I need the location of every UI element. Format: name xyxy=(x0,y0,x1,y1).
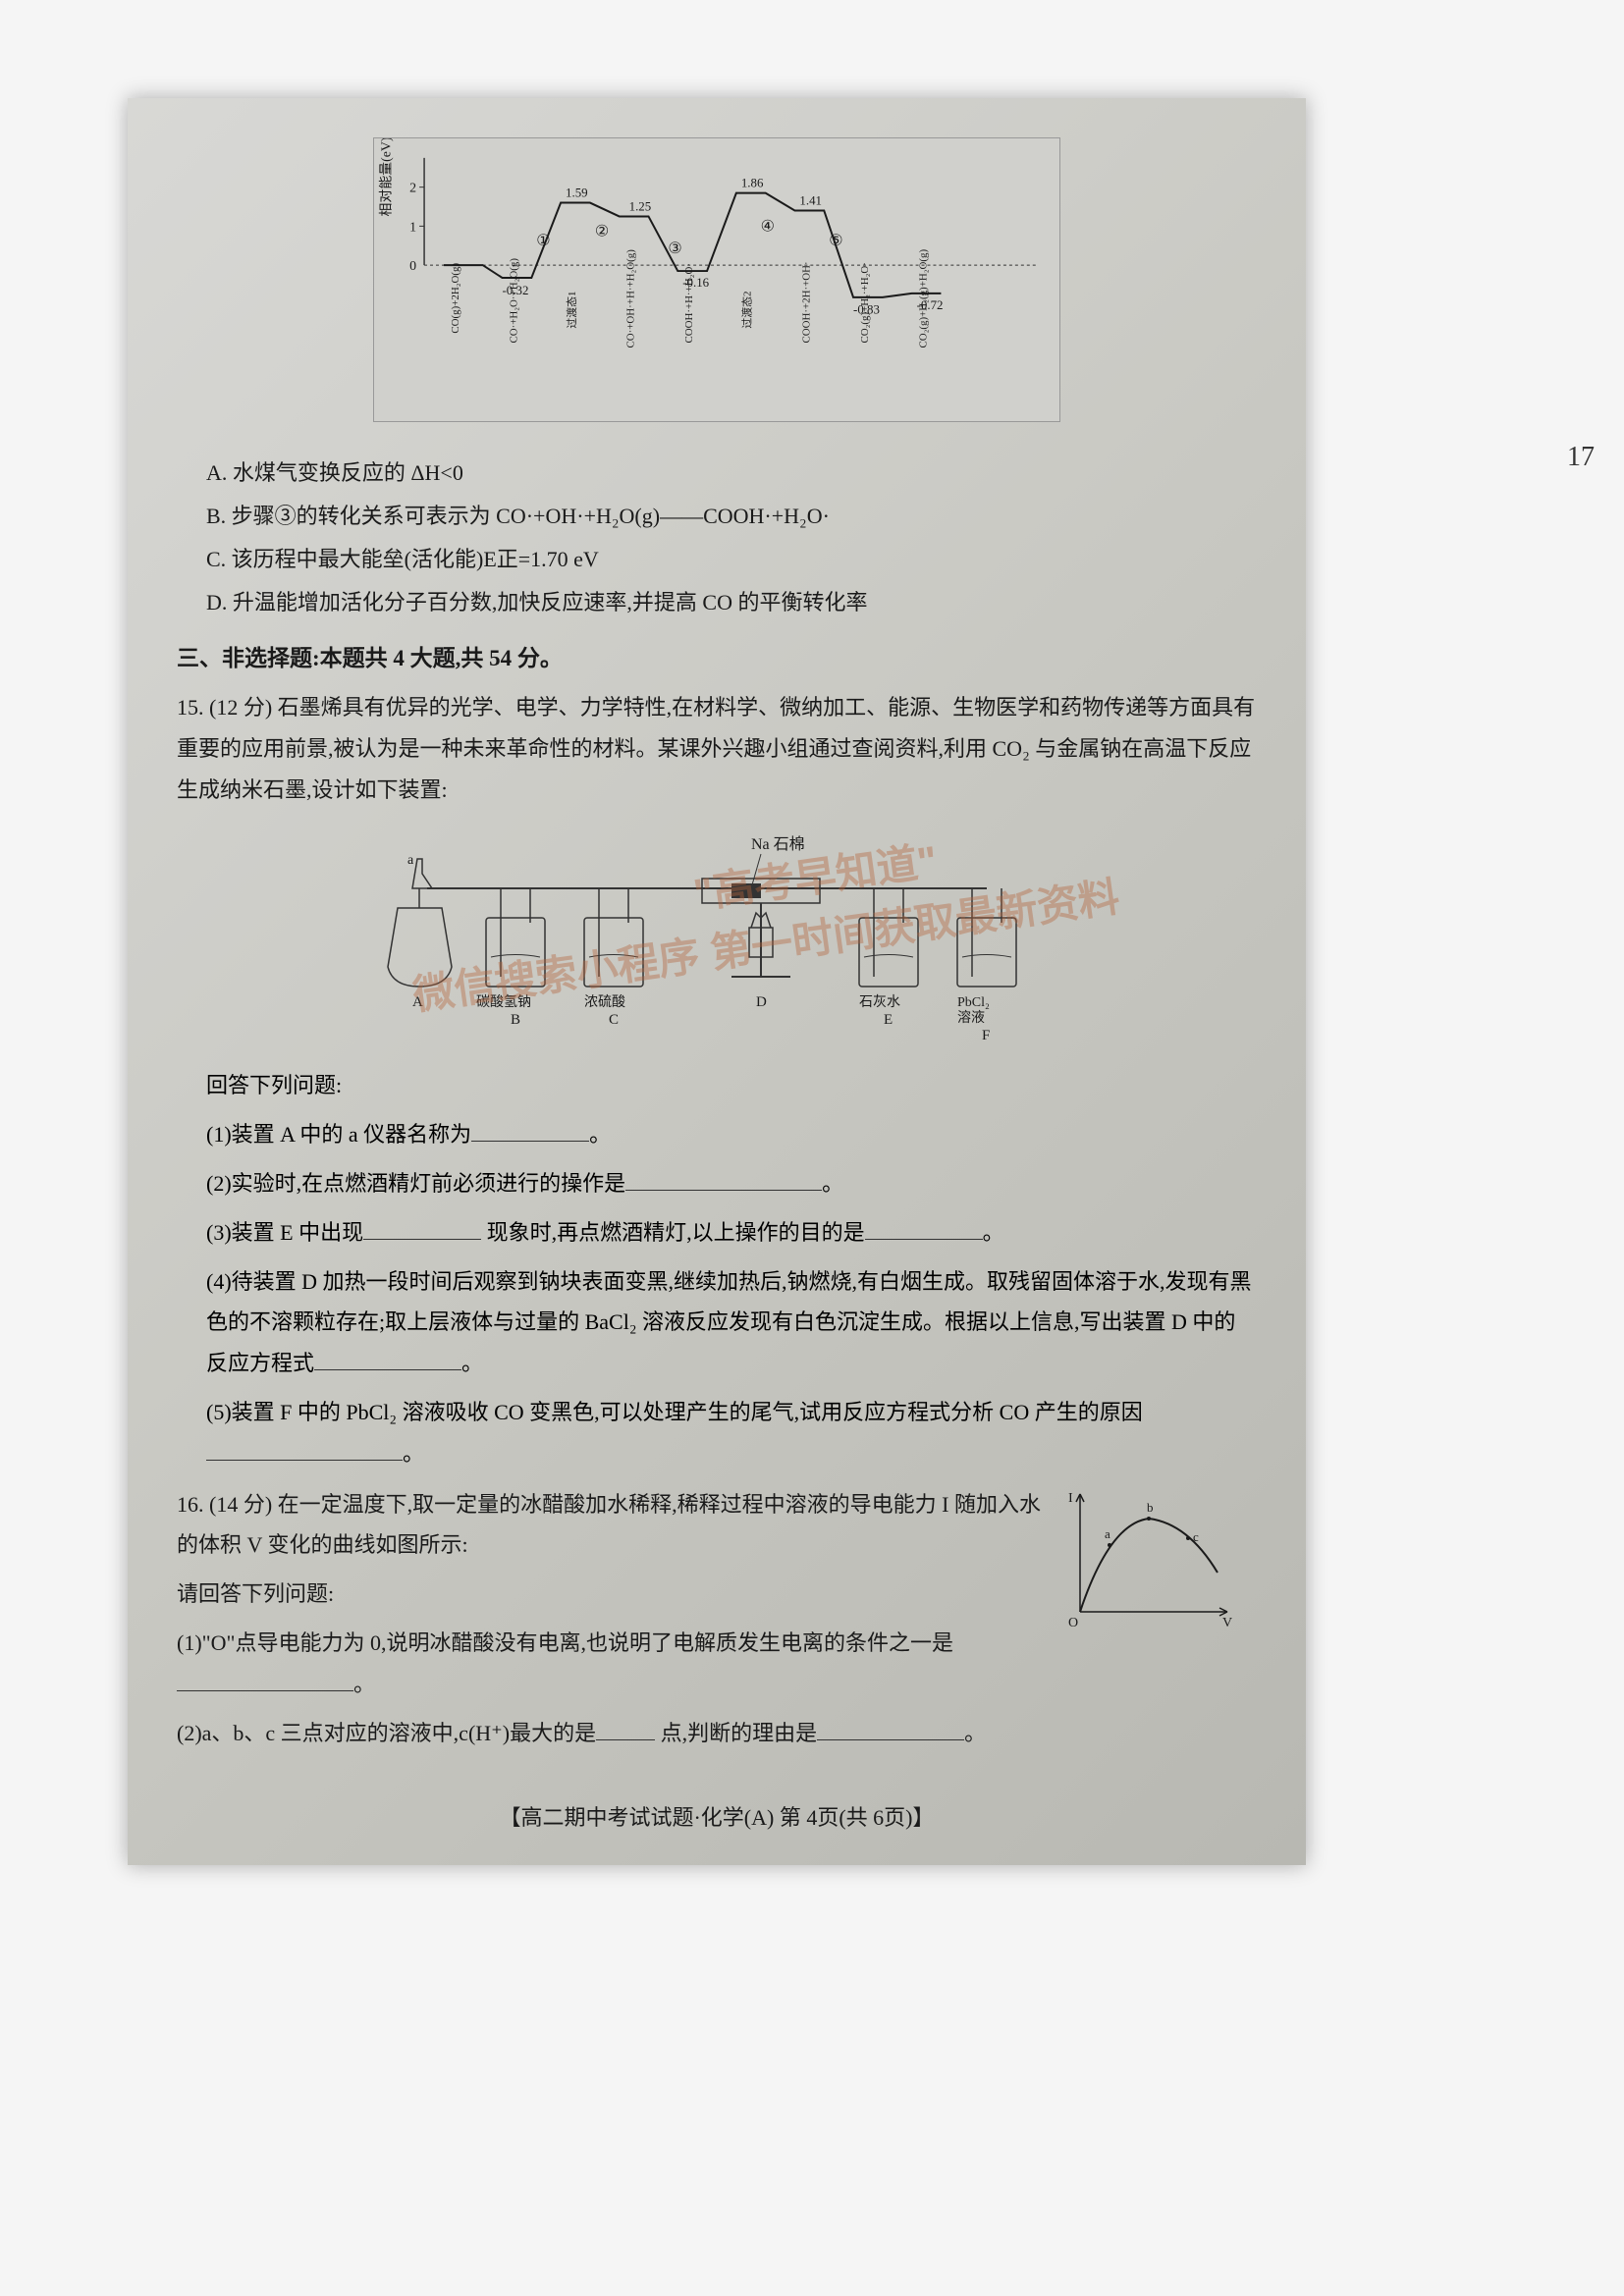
q15-sub3: (3)装置 E 中出现 现象时,再点燃酒精灯,以上操作的目的是。 xyxy=(206,1212,1257,1254)
section-3-header: 三、非选择题:本题共 4 大题,共 54 分。 xyxy=(177,639,1257,672)
svg-text:1.86: 1.86 xyxy=(741,176,764,190)
svg-text:b: b xyxy=(1147,1500,1154,1515)
svg-text:CO₂(g)+H₂·+H₂O·: CO₂(g)+H₂·+H₂O· xyxy=(859,262,871,343)
svg-text:⑤: ⑤ xyxy=(829,233,842,249)
svg-text:浓硫酸: 浓硫酸 xyxy=(584,994,625,1010)
q15-sub5: (5)装置 F 中的 PbCl₂ 溶液吸收 CO 变黑色,可以处理产生的尾气,试… xyxy=(206,1392,1257,1474)
svg-text:1: 1 xyxy=(409,220,416,235)
svg-text:②: ② xyxy=(595,223,609,240)
svg-text:CO·+H₂O·+H₂O(g): CO·+H₂O·+H₂O(g) xyxy=(508,258,519,344)
svg-text:CO₂(g)+H₂(g)+H₂O(g): CO₂(g)+H₂(g)+H₂O(g) xyxy=(918,249,930,348)
q16-sub2: (2)a、b、c 三点对应的溶液中,c(H⁺)最大的是 点,判断的理由是。 xyxy=(177,1713,1257,1754)
svg-text:③: ③ xyxy=(668,240,681,257)
svg-text:碳酸氢钠: 碳酸氢钠 xyxy=(476,994,531,1010)
q15-prompt: 回答下列问题: xyxy=(206,1065,1257,1106)
q16-number: 16. xyxy=(177,1492,204,1517)
q15-sub4: (4)待装置 D 加热一段时间后观察到钠块表面变黑,继续加热后,钠燃烧,有白烟生… xyxy=(206,1261,1257,1384)
svg-text:COOH·+2H·+OH·: COOH·+2H·+OH· xyxy=(800,261,812,343)
svg-text:c: c xyxy=(1193,1529,1199,1544)
svg-text:a: a xyxy=(1105,1526,1110,1541)
exam-page: 相对能量(eV) 0 1 2 -0.32 1.59 1.25 -0.16 1.8… xyxy=(128,98,1306,1865)
question-16: I V O a b c 16. (14 分) 在一定温度下,取一定量的冰醋酸加水… xyxy=(177,1484,1257,1762)
svg-text:D: D xyxy=(756,994,767,1010)
svg-text:④: ④ xyxy=(761,218,775,235)
conductivity-curve: I V O a b c xyxy=(1060,1484,1237,1631)
q16-sub1: (1)"O"点导电能力为 0,说明冰醋酸没有电离,也说明了电解质发生电离的条件之… xyxy=(177,1623,1257,1705)
apparatus-diagram: Na 石棉 a A 碳酸氢钠 B 浓硫酸 xyxy=(349,829,1085,1045)
svg-text:1.25: 1.25 xyxy=(629,198,652,213)
svg-text:CO(g)+2H₂O(g): CO(g)+2H₂O(g) xyxy=(450,263,461,334)
svg-text:1.59: 1.59 xyxy=(566,186,588,200)
q15-sub2: (2)实验时,在点燃酒精灯前必须进行的操作是。 xyxy=(206,1163,1257,1204)
option-c: C. 该历程中最大能垒(活化能)E正=1.70 eV xyxy=(206,538,1257,581)
svg-text:石灰水: 石灰水 xyxy=(859,994,900,1010)
svg-text:C: C xyxy=(609,1012,619,1028)
option-b: B. 步骤③的转化关系可表示为 CO·+OH·+H₂O(g)——COOH·+H₂… xyxy=(206,495,1257,538)
svg-text:I: I xyxy=(1068,1491,1073,1506)
question-15: 15. (12 分) 石墨烯具有优异的光学、电学、力学特性,在材料学、微纳加工、… xyxy=(177,687,1257,810)
q15-sub1: (1)装置 A 中的 a 仪器名称为。 xyxy=(206,1114,1257,1155)
svg-text:①: ① xyxy=(536,233,550,249)
svg-text:过渡态1: 过渡态1 xyxy=(565,291,578,328)
energy-diagram: 相对能量(eV) 0 1 2 -0.32 1.59 1.25 -0.16 1.8… xyxy=(373,137,1060,422)
q15-number: 15. xyxy=(177,695,204,720)
svg-text:E: E xyxy=(884,1012,893,1028)
page-footer: 【高二期中考试试题·化学(A) 第 4页(共 6页)】 xyxy=(177,1800,1257,1832)
side-page-number: 17 xyxy=(1567,442,1595,473)
q15-text: 石墨烯具有优异的光学、电学、力学特性,在材料学、微纳加工、能源、生物医学和药物传… xyxy=(177,695,1255,802)
svg-text:CO·+OH·+H·+H₂O(g): CO·+OH·+H·+H₂O(g) xyxy=(625,249,637,348)
question14-options: A. 水煤气变换反应的 ΔH<0 B. 步骤③的转化关系可表示为 CO·+OH·… xyxy=(206,452,1257,624)
svg-text:溶液: 溶液 xyxy=(957,1010,985,1026)
svg-text:2: 2 xyxy=(409,182,416,196)
svg-text:V: V xyxy=(1222,1616,1232,1630)
curve-svg: I V O a b c xyxy=(1060,1484,1237,1631)
svg-text:O: O xyxy=(1068,1616,1078,1630)
option-a: A. 水煤气变换反应的 ΔH<0 xyxy=(206,452,1257,495)
svg-text:B: B xyxy=(511,1012,520,1028)
svg-text:过渡态2: 过渡态2 xyxy=(740,291,754,328)
apparatus-svg: Na 石棉 a A 碳酸氢钠 B 浓硫酸 xyxy=(349,829,1085,1045)
svg-text:0: 0 xyxy=(409,259,416,274)
svg-text:COOH·+H·+H₂O·: COOH·+H·+H₂O· xyxy=(683,263,695,344)
option-d: D. 升温能增加活化分子百分数,加快反应速率,并提高 CO 的平衡转化率 xyxy=(206,581,1257,624)
q15-points: (12 分) xyxy=(209,695,272,720)
energy-chart-svg: 相对能量(eV) 0 1 2 -0.32 1.59 1.25 -0.16 1.8… xyxy=(374,138,1059,421)
svg-text:1.41: 1.41 xyxy=(799,193,822,208)
q16-text: 在一定温度下,取一定量的冰醋酸加水稀释,稀释过程中溶液的导电能力 I 随加入水的… xyxy=(177,1492,1041,1558)
svg-text:F: F xyxy=(982,1028,990,1043)
svg-text:相对能量(eV): 相对能量(eV) xyxy=(378,138,394,216)
svg-text:PbCl₂: PbCl₂ xyxy=(957,995,990,1010)
svg-text:a: a xyxy=(407,853,414,868)
svg-text:Na 石棉: Na 石棉 xyxy=(751,835,805,853)
svg-text:A: A xyxy=(412,994,423,1010)
q16-points: (14 分) xyxy=(209,1492,272,1517)
